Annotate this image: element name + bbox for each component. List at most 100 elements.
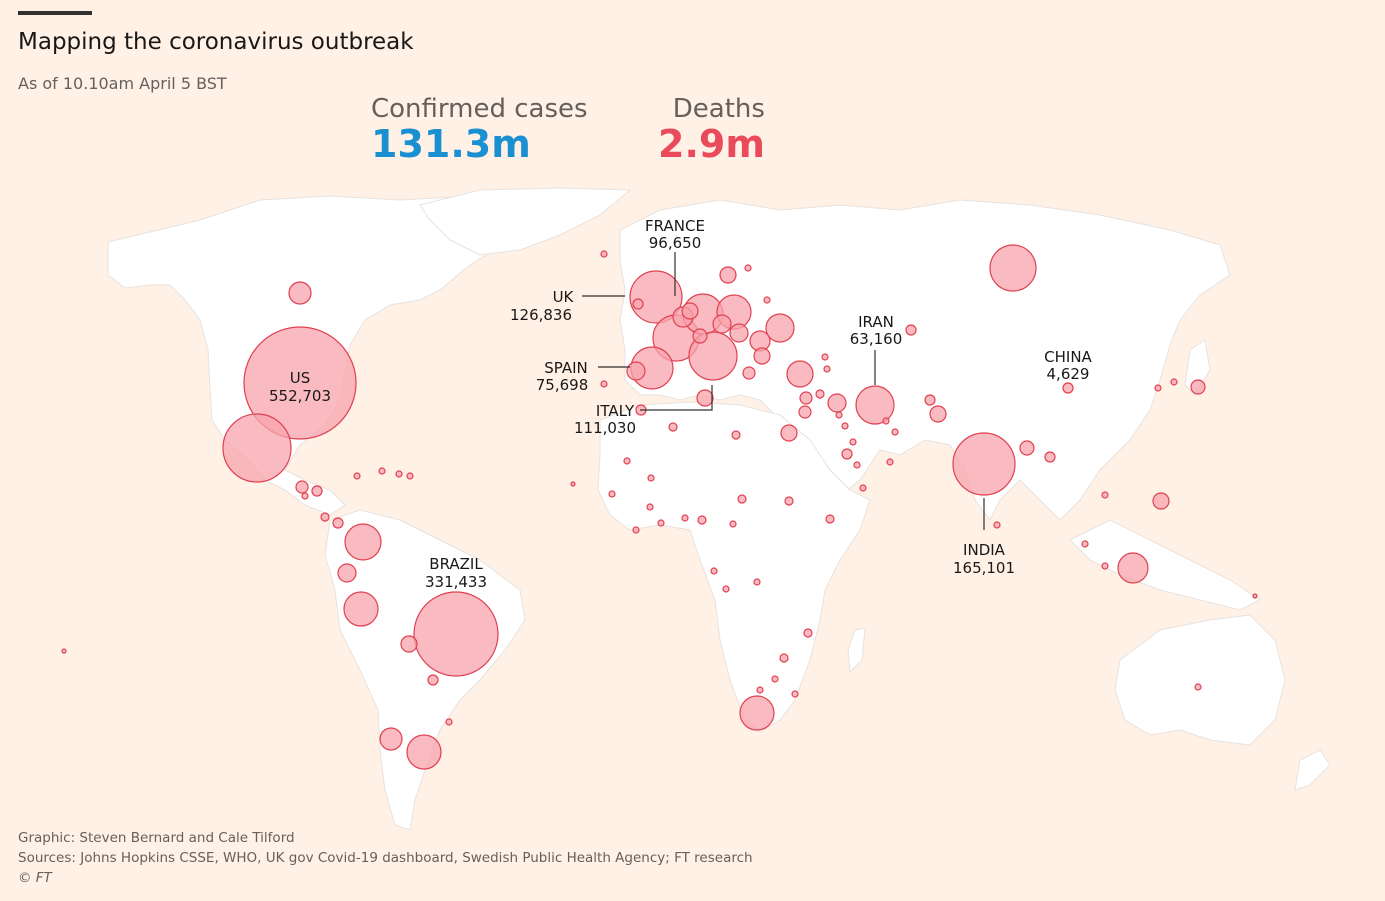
case-bubble <box>853 461 861 469</box>
case-bubble <box>929 405 947 423</box>
case-bubble <box>891 428 899 436</box>
case-bubble <box>859 484 867 492</box>
iran-name: IRAN <box>858 313 894 331</box>
case-bubble <box>712 314 732 334</box>
case-bubble <box>710 567 718 575</box>
italy-value: 111,030 <box>574 419 636 437</box>
land-australia <box>1114 614 1286 746</box>
china-name: CHINA <box>1044 348 1092 366</box>
case-bubble <box>400 635 418 653</box>
case-bubble <box>763 296 771 304</box>
case-bubble <box>692 328 708 344</box>
case-bubble <box>815 389 825 399</box>
case-bubble <box>222 413 292 483</box>
case-bubble <box>827 393 847 413</box>
case-bubble <box>295 480 309 494</box>
case-bubble <box>378 467 386 475</box>
brazil-value: 331,433 <box>425 573 487 591</box>
case-bubble <box>1154 384 1162 392</box>
case-bubble <box>1101 491 1109 499</box>
case-bubble <box>886 458 894 466</box>
case-bubble <box>1117 552 1149 584</box>
case-bubble <box>729 520 737 528</box>
case-bubble <box>343 591 379 627</box>
case-bubble <box>427 674 439 686</box>
case-bubble <box>681 514 689 522</box>
page-subtitle: As of 10.10am April 5 BST <box>18 74 227 93</box>
uk-name: UK <box>553 288 575 306</box>
brazil-name: BRAZIL <box>429 555 483 573</box>
case-bubble <box>570 481 576 487</box>
cases-label: Confirmed cases <box>371 94 588 124</box>
case-bubble <box>632 526 640 534</box>
case-bubble <box>719 266 737 284</box>
case-bubble <box>731 430 741 440</box>
case-bubble <box>668 422 678 432</box>
china-value: 4,629 <box>1047 365 1090 383</box>
case-bubble <box>647 474 655 482</box>
case-bubble <box>989 244 1037 292</box>
case-bubble <box>779 653 789 663</box>
us-value: 552,703 <box>269 387 331 405</box>
case-bubble <box>780 424 798 442</box>
case-bubble <box>344 523 382 561</box>
case-bubble <box>952 432 1016 496</box>
case-bubble <box>786 360 814 388</box>
case-bubble <box>337 563 357 583</box>
case-bubble <box>756 686 764 694</box>
us-name: US <box>290 369 311 387</box>
case-bubble <box>729 323 749 343</box>
spain-name: SPAIN <box>544 359 588 377</box>
uk-value: 126,836 <box>510 306 572 324</box>
case-bubble <box>765 313 795 343</box>
iran-value: 63,160 <box>850 330 903 348</box>
case-bubble <box>626 361 646 381</box>
case-bubble <box>737 494 747 504</box>
case-bubble <box>301 492 309 500</box>
case-bubble <box>841 422 849 430</box>
case-bubble <box>1194 683 1202 691</box>
case-bubble <box>771 675 779 683</box>
case-bubble <box>855 385 895 425</box>
case-bubble <box>784 496 794 506</box>
case-bubble <box>623 457 631 465</box>
case-bubble <box>849 438 857 446</box>
case-bubble <box>803 628 813 638</box>
case-bubble <box>332 517 344 529</box>
case-bubble <box>753 578 761 586</box>
case-bubble <box>1019 440 1035 456</box>
case-bubble <box>993 521 1001 529</box>
land-madagascar <box>847 627 866 674</box>
case-bubble <box>791 690 799 698</box>
leader-lines <box>582 252 985 530</box>
spain-value: 75,698 <box>536 376 589 394</box>
case-bubble <box>243 326 357 440</box>
case-bubble <box>646 503 654 511</box>
country-labels: US 552,703 BRAZIL 331,433 UK 126,836 FRA… <box>269 217 1093 591</box>
india-value: 165,101 <box>953 559 1015 577</box>
bubble-layer <box>61 244 1258 770</box>
case-bubble <box>600 380 608 388</box>
case-bubble <box>353 472 361 480</box>
france-name: FRANCE <box>645 217 705 235</box>
case-bubble <box>798 405 812 419</box>
case-bubble <box>722 585 730 593</box>
footer-copyright: © FT <box>18 870 52 886</box>
header-rule <box>18 11 92 15</box>
case-bubble <box>1062 382 1074 394</box>
case-bubble <box>608 490 616 498</box>
footer-credit: Graphic: Steven Bernard and Cale Tilford <box>18 830 295 846</box>
case-bubble <box>320 512 330 522</box>
land-new-zealand <box>1294 749 1331 791</box>
deaths-stat: Deaths 2.9m <box>658 94 765 164</box>
case-bubble <box>600 250 608 258</box>
case-bubble <box>657 519 665 527</box>
case-bubble <box>1044 451 1056 463</box>
india-name: INDIA <box>963 541 1006 559</box>
case-bubble <box>1101 562 1109 570</box>
footer-sources: Sources: Johns Hopkins CSSE, WHO, UK gov… <box>18 850 753 866</box>
case-bubble <box>629 270 683 324</box>
case-bubble <box>445 718 453 726</box>
case-bubble <box>924 394 936 406</box>
case-bubble <box>1252 593 1258 599</box>
